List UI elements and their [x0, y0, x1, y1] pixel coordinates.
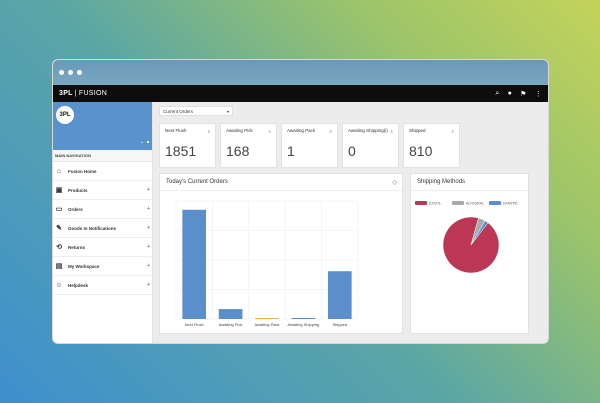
bell-icon[interactable]: ●: [507, 90, 513, 97]
search-icon[interactable]: ⌕: [207, 129, 210, 134]
legend-label: UKMYPD: [503, 202, 518, 206]
x-tick-label: Awaiting Shipping: [288, 322, 320, 327]
top-icons: ⌕ ● ⚑ ⋮: [495, 90, 542, 98]
sidebar-item-label: My Workspace: [68, 263, 100, 269]
shipping-pie-chart: DX/OTL ALTOGRAL UKMYPD: [415, 201, 518, 274]
diamond-icon[interactable]: ◇: [392, 180, 397, 186]
stats-row: Next Flush ⌕ 1851 Awaiting Pick ⌕ 168 Aw…: [159, 123, 542, 168]
sidebar-item-label: Returns: [68, 244, 86, 250]
sidebar-item-products[interactable]: ▣ Products +: [53, 181, 152, 200]
sidebar-item-orders[interactable]: ▭ Orders +: [53, 200, 152, 219]
more-icon[interactable]: ⋮: [534, 90, 542, 98]
brand-prefix: 3PL: [59, 90, 73, 97]
sidebar-item-fusion-home[interactable]: ⌂ Fusion Home: [53, 162, 152, 181]
folder-icon: ▭: [55, 206, 63, 213]
bar[interactable]: [291, 318, 316, 319]
bar[interactable]: [182, 209, 207, 319]
window-dot[interactable]: [68, 70, 73, 75]
plus-icon[interactable]: +: [147, 263, 150, 269]
pencil-icon: ✎: [56, 225, 62, 232]
status-dot: [147, 141, 149, 143]
return-icon: ⟲: [56, 244, 62, 251]
legend-swatch: [452, 201, 464, 205]
panels-row: Today's Current Orders ◇ Next Flush Await…: [159, 173, 542, 334]
home-icon: ⌂: [56, 167, 62, 175]
stat-value: 1851: [165, 143, 197, 159]
sidebar: 3PL ⌄ MAIN NAVIGATION ⌂ Fusion Home ▣ Pr…: [53, 102, 153, 343]
brand-suffix: FUSION: [78, 90, 108, 97]
stat-card-awaiting-pack[interactable]: Awaiting Pack ⌕ 1: [281, 123, 338, 168]
plus-icon[interactable]: +: [147, 187, 150, 193]
search-icon[interactable]: ⌕: [451, 129, 454, 134]
search-icon[interactable]: ⌕: [329, 129, 332, 134]
sidebar-item-label: Fusion Home: [68, 168, 97, 174]
sidebar-item-label: Goods In Notifications: [68, 225, 116, 231]
plus-icon[interactable]: +: [147, 225, 150, 231]
stat-card-shipped[interactable]: Shipped ⌕ 810: [403, 123, 460, 168]
stat-value: 810: [409, 143, 433, 159]
stat-label: Next Flush: [165, 128, 187, 133]
search-icon[interactable]: ⌕: [268, 129, 271, 134]
x-tick-label: Awaiting Pick: [219, 322, 243, 327]
top-bar: 3PL | FUSION ⌕ ● ⚑ ⋮: [53, 85, 548, 102]
plus-icon[interactable]: +: [147, 206, 150, 212]
sidebar-item-label: Products: [68, 187, 88, 193]
window-chrome: [53, 60, 548, 85]
workspace-icon: ▤: [55, 263, 63, 270]
sidebar-item-label: Helpdesk: [68, 282, 89, 288]
x-tick-label: Shipped: [332, 322, 347, 327]
stat-card-awaiting-shipping[interactable]: Awaiting Shipping(i) ⌕ 0: [342, 123, 399, 168]
stat-value: 168: [226, 143, 250, 159]
sidebar-item-goods-in-notifications[interactable]: ✎ Goods In Notifications +: [53, 219, 152, 238]
bar[interactable]: [327, 271, 352, 319]
stat-label: Awaiting Pick: [226, 128, 253, 133]
x-tick-label: Next Flush: [185, 322, 204, 327]
sidebar-item-my-workspace[interactable]: ▤ My Workspace +: [53, 257, 152, 276]
sidebar-header: 3PL ⌄: [53, 102, 152, 150]
plus-icon[interactable]: +: [147, 244, 150, 250]
main-content: Current Orders ▾ Next Flush ⌕ 1851 Await…: [153, 102, 548, 343]
chevron-down-icon[interactable]: ⌄: [139, 139, 144, 145]
orders-bar-chart: Next Flush Awaiting Pick Awaiting Pack Awai…: [175, 200, 359, 327]
panel-title: Today's Current Orders: [160, 174, 402, 191]
stat-card-next-flush[interactable]: Next Flush ⌕ 1851: [159, 123, 216, 168]
legend-swatch: [489, 201, 501, 205]
sidebar-item-helpdesk[interactable]: ☺ Helpdesk +: [53, 276, 152, 295]
chevron-down-icon[interactable]: ▾: [226, 108, 229, 114]
orders-select[interactable]: Current Orders ▾: [159, 106, 233, 116]
legend-label: DX/OTL: [429, 202, 441, 206]
pie-slice[interactable]: [470, 220, 489, 246]
user-help-icon: ☺: [55, 281, 63, 289]
bar[interactable]: [255, 318, 279, 319]
brand: 3PL | FUSION: [59, 90, 107, 97]
shipping-panel: Shipping Methods DX/OTL ALTOGRAL UKMYPD: [410, 173, 529, 334]
stat-label: Awaiting Shipping(i): [348, 128, 388, 133]
app-body: 3PL ⌄ MAIN NAVIGATION ⌂ Fusion Home ▣ Pr…: [53, 102, 548, 343]
box-icon: ▣: [55, 187, 63, 194]
window-dot[interactable]: [77, 70, 82, 75]
flag-icon[interactable]: ⚑: [520, 90, 527, 98]
orders-panel: Today's Current Orders ◇ Next Flush Await…: [159, 173, 403, 334]
stat-label: Shipped: [409, 128, 426, 133]
stat-value: 0: [348, 143, 356, 159]
nav-title: MAIN NAVIGATION: [53, 150, 152, 162]
panel-title: Shipping Methods: [411, 174, 528, 191]
legend-label: ALTOGRAL: [466, 202, 484, 206]
bar[interactable]: [218, 309, 243, 319]
stat-label: Awaiting Pack: [287, 128, 316, 133]
legend-swatch: [415, 201, 427, 205]
search-icon[interactable]: ⌕: [495, 89, 500, 97]
stat-value: 1: [287, 143, 295, 159]
logo: 3PL: [56, 106, 74, 124]
orders-select-label: Current Orders: [163, 108, 194, 114]
app-window: 3PL | FUSION ⌕ ● ⚑ ⋮ 3PL ⌄ MAIN NAVIGATI…: [52, 59, 549, 344]
brand-separator: |: [74, 90, 77, 97]
sidebar-item-returns[interactable]: ⟲ Returns +: [53, 238, 152, 257]
stat-card-awaiting-pick[interactable]: Awaiting Pick ⌕ 168: [220, 123, 277, 168]
x-tick-label: Awaiting Pack: [254, 322, 279, 327]
search-icon[interactable]: ⌕: [390, 129, 393, 134]
plus-icon[interactable]: +: [147, 282, 150, 288]
window-dot[interactable]: [59, 70, 64, 75]
sidebar-item-label: Orders: [68, 206, 83, 212]
